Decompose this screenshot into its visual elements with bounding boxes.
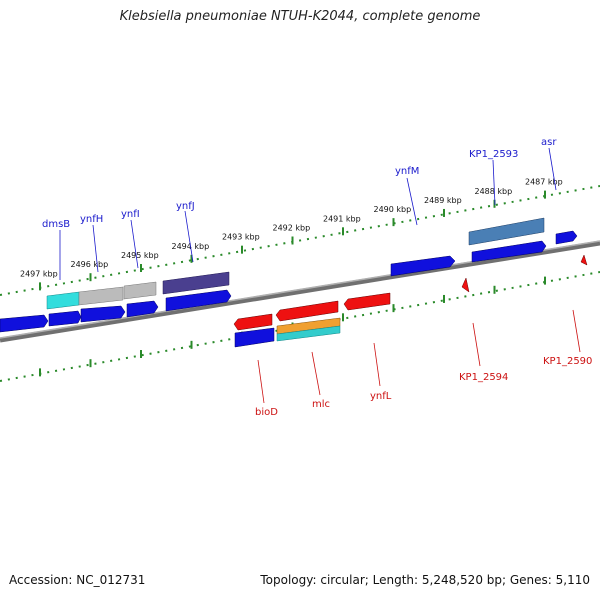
gene-arrow-bioD[interactable] [233, 313, 273, 331]
gene-label-mlc[interactable]: mlc [312, 399, 330, 410]
feature-bar-purple[interactable] [162, 271, 230, 295]
forward-strand-genes [0, 230, 578, 333]
top-gene-labels: dmsB ynfH ynfI ynfJ ynfM KP1_2593 asr [42, 137, 557, 280]
gene-arrow-ynfH[interactable] [80, 305, 126, 323]
gene-label-asr[interactable]: asr [541, 137, 557, 148]
gene-label-KP1_2593[interactable]: KP1_2593 [469, 149, 518, 160]
map-title: Klebsiella pneumoniae NTUH-K2044, comple… [119, 9, 481, 24]
callout-line [406, 177, 418, 226]
gene-label-ynfM[interactable]: ynfM [395, 166, 419, 177]
reverse-feature-bars [234, 317, 341, 348]
callout-line [548, 147, 557, 191]
gene-label-KP1_2590[interactable]: KP1_2590 [543, 356, 592, 367]
feature-bar-cyan[interactable] [46, 291, 80, 310]
callout-line [472, 322, 481, 367]
tick-label: 2495 kbp [121, 251, 159, 260]
feature-bar-gray[interactable] [78, 286, 124, 306]
tick-label: 2497 kbp [20, 269, 58, 278]
gene-arrow-ynfJ[interactable] [165, 289, 232, 312]
gene-label-ynfJ[interactable]: ynfJ [176, 201, 195, 212]
callout-line [492, 159, 496, 206]
feature-bar-steelblue[interactable] [468, 217, 545, 246]
callout-line [373, 342, 381, 387]
gene-arrow-ynfI[interactable] [126, 300, 159, 318]
tick-label: 2492 kbp [273, 223, 311, 232]
feature-bar-cyan[interactable] [276, 325, 341, 342]
gene-label-ynfH[interactable]: ynfH [80, 214, 103, 225]
gene-label-dmsB[interactable]: dmsB [42, 219, 70, 230]
callout-line [572, 309, 581, 353]
gene-label-ynfI[interactable]: ynfI [121, 209, 140, 220]
gene-arrow-ynfL[interactable] [343, 292, 391, 311]
tick-label: 2487 kbp [525, 178, 563, 187]
callout-line [257, 359, 265, 404]
genome-backbone [0, 240, 600, 343]
gene-label-KP1_2594[interactable]: KP1_2594 [459, 372, 508, 383]
gene-label-bioD[interactable]: bioD [255, 407, 278, 418]
tick-label: 2496 kbp [71, 260, 109, 269]
gene-arrow-ynfM[interactable] [390, 255, 456, 277]
gene-arrow-mlc[interactable] [275, 300, 339, 322]
callout-line [92, 224, 99, 273]
tick-label: 2493 kbp [222, 233, 260, 242]
accession-text: Accession: NC_012731 [9, 573, 146, 587]
gene-arrow-asr[interactable] [555, 230, 578, 245]
genome-stats-text: Topology: circular; Length: 5,248,520 bp… [260, 573, 590, 587]
bottom-gene-labels: bioD mlc ynfL KP1_2594 KP1_2590 [255, 309, 592, 418]
gene-label-ynfL[interactable]: ynfL [370, 391, 392, 402]
tick-label: 2489 kbp [424, 196, 462, 205]
gene-arrow-dmsB[interactable] [48, 310, 82, 327]
callout-line [130, 219, 139, 269]
feature-bar-blue[interactable] [234, 327, 275, 348]
callout-line [311, 351, 321, 396]
tick-label: 2488 kbp [475, 187, 513, 196]
gene-arrow[interactable] [0, 314, 49, 333]
gene-arrow-KP1_2594[interactable] [461, 277, 470, 293]
feature-bar-gray[interactable] [123, 281, 157, 300]
gene-arrow-KP1_2593[interactable] [471, 240, 547, 263]
reverse-strand-genes [233, 254, 588, 331]
upper-tick-track [0, 185, 600, 296]
forward-feature-bars [46, 217, 545, 310]
tick-label: 2491 kbp [323, 214, 361, 223]
callout-line [184, 210, 194, 263]
gene-arrow-KP1_2590[interactable] [580, 254, 588, 266]
tick-label: 2490 kbp [374, 205, 412, 214]
